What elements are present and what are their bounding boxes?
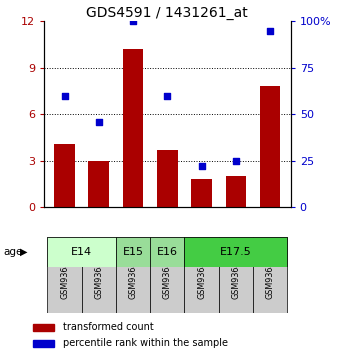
Text: GSM936404: GSM936404 xyxy=(94,251,103,299)
Text: GSM936406: GSM936406 xyxy=(266,251,274,299)
Bar xyxy=(150,237,185,267)
Bar xyxy=(219,237,253,313)
Text: age: age xyxy=(3,247,23,257)
Point xyxy=(96,119,101,124)
Bar xyxy=(185,237,287,267)
Bar xyxy=(191,179,212,207)
Bar xyxy=(225,176,246,207)
Bar xyxy=(157,150,177,207)
Point xyxy=(130,18,136,24)
Bar xyxy=(253,237,287,313)
Bar xyxy=(54,144,75,207)
Bar xyxy=(82,237,116,313)
Text: GSM936402: GSM936402 xyxy=(163,251,172,299)
Point xyxy=(267,28,273,33)
Bar xyxy=(33,324,54,331)
Text: E15: E15 xyxy=(123,247,144,257)
Bar xyxy=(116,237,150,267)
Text: GSM936401: GSM936401 xyxy=(231,251,240,299)
Text: GSM936400: GSM936400 xyxy=(197,251,206,299)
Text: E16: E16 xyxy=(157,247,178,257)
Text: E17.5: E17.5 xyxy=(220,247,252,257)
Point xyxy=(165,93,170,98)
Point xyxy=(233,158,239,164)
Bar xyxy=(33,340,54,347)
Text: ▶: ▶ xyxy=(20,247,28,257)
Text: GSM936403: GSM936403 xyxy=(60,251,69,299)
Text: GSM936405: GSM936405 xyxy=(128,251,138,299)
Bar xyxy=(47,237,116,267)
Bar xyxy=(185,237,219,313)
Bar xyxy=(260,86,281,207)
Bar xyxy=(150,237,185,313)
Point xyxy=(199,163,204,169)
Title: GDS4591 / 1431261_at: GDS4591 / 1431261_at xyxy=(87,6,248,20)
Point xyxy=(62,93,67,98)
Text: E14: E14 xyxy=(71,247,92,257)
Text: percentile rank within the sample: percentile rank within the sample xyxy=(63,338,228,348)
Text: transformed count: transformed count xyxy=(63,322,153,332)
Bar xyxy=(123,49,143,207)
Bar xyxy=(116,237,150,313)
Bar xyxy=(47,237,82,313)
Bar xyxy=(89,161,109,207)
